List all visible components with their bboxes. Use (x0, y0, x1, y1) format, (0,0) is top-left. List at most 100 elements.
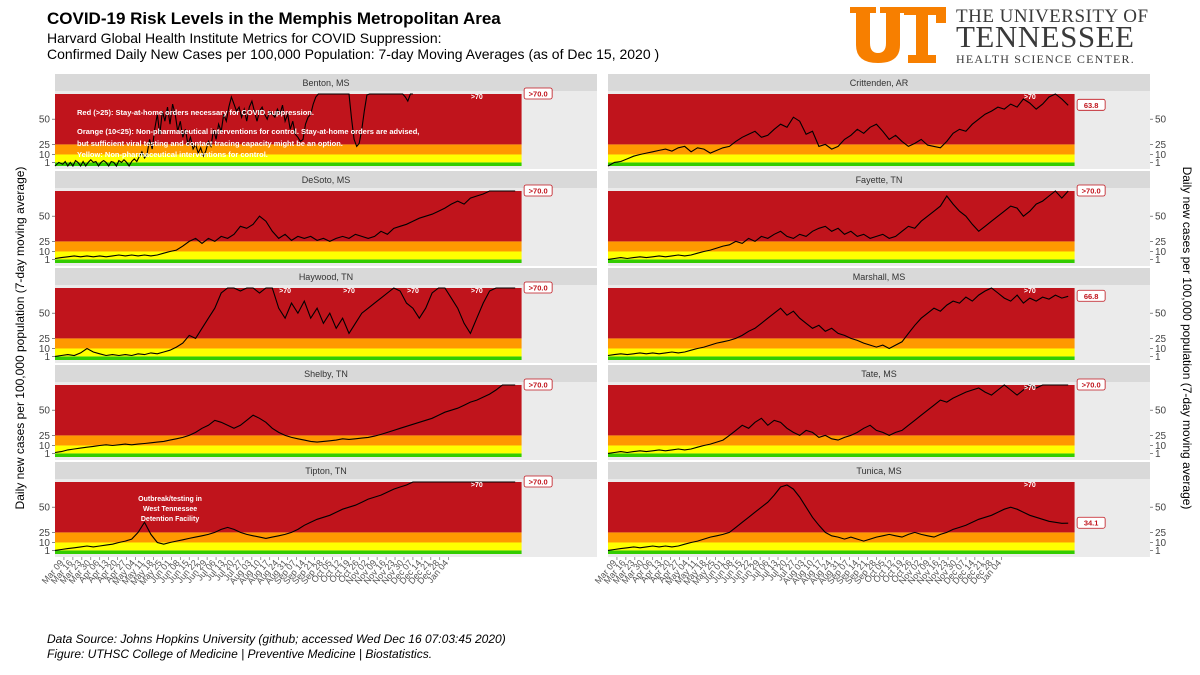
y-tick-label: 1 (44, 255, 50, 266)
risk-band-green-tunica-ms (608, 550, 1075, 554)
y-tick-label: 10 (1155, 538, 1167, 549)
current-value-label-benton-ms: >70.0 (529, 90, 548, 99)
cap-label-haywood-tn: >70 (343, 288, 355, 295)
risk-band-green-desoto-ms (55, 259, 522, 263)
risk-band-orange-haywood-tn (55, 338, 522, 349)
series-line-fayette-tn (607, 190, 1069, 260)
y-tick-label: 10 (39, 441, 51, 452)
chart-subtitle-line1: Harvard Global Health Institute Metrics … (47, 30, 442, 46)
risk-band-green-fayette-tn (608, 259, 1075, 263)
series-line-benton-ms (54, 93, 413, 168)
y-tick-label: 25 (1155, 528, 1167, 539)
y-tick-label: 25 (1155, 334, 1167, 345)
y-tick-label: 1 (44, 449, 50, 460)
data-source-note: Data Source: Johns Hopkins University (g… (47, 632, 506, 646)
y-tick-label: 50 (1155, 212, 1167, 223)
y-tick-label: 1 (44, 158, 50, 169)
y-tick-label: 10 (39, 150, 51, 161)
y-tick-label: 50 (39, 309, 51, 320)
panel-title-shelby-tn: Shelby, TN (304, 369, 348, 379)
risk-band-green-shelby-tn (55, 453, 522, 457)
risk-band-red-marshall-ms (608, 288, 1075, 339)
series-line-tunica-ms (607, 484, 1069, 551)
risk-band-red-haywood-tn (55, 288, 522, 339)
uthsc-logo: THE UNIVERSITY OF TENNESSEE HEALTH SCIEN… (848, 5, 1170, 66)
risk-band-green-tipton-tn (55, 550, 522, 554)
y-tick-label: 50 (39, 503, 51, 514)
risk-band-yellow-marshall-ms (608, 348, 1075, 357)
current-value-box-marshall-ms (1076, 289, 1106, 302)
chart-subtitle-line2: Confirmed Daily New Cases per 100,000 Po… (47, 46, 660, 62)
risk-band-yellow-fayette-tn (608, 251, 1075, 260)
panel-strip-benton-ms (55, 74, 597, 91)
risk-band-yellow-tate-ms (608, 445, 1075, 454)
current-value-box-fayette-tn (1076, 184, 1106, 197)
cap-label-marshall-ms: >70 (1024, 288, 1036, 295)
panel-annotation-line: Outbreak/testing in (138, 496, 202, 503)
risk-band-orange-benton-ms (55, 144, 522, 155)
risk-band-red-crittenden-ar (608, 94, 1075, 145)
risk-band-red-tunica-ms (608, 482, 1075, 533)
y-tick-label: 50 (1155, 406, 1167, 417)
risk-band-orange-desoto-ms (55, 241, 522, 252)
risk-band-red-desoto-ms (55, 191, 522, 242)
current-value-label-marshall-ms: 66.8 (1084, 292, 1099, 301)
series-line-marshall-ms (607, 287, 1069, 357)
y-tick-label: 1 (1155, 352, 1161, 363)
y-tick-label: 25 (1155, 431, 1167, 442)
risk-band-orange-fayette-tn (608, 241, 1075, 252)
y-tick-label: 1 (1155, 546, 1161, 557)
cap-label-crittenden-ar: >70 (1024, 94, 1036, 101)
legend-red-text: Red (>25): Stay-at-home orders necessary… (77, 108, 314, 117)
risk-band-yellow-tunica-ms (608, 542, 1075, 551)
risk-band-red-tate-ms (608, 385, 1075, 436)
y-tick-label: 1 (1155, 449, 1161, 460)
panel-title-tate-ms: Tate, MS (861, 369, 897, 379)
current-value-box-tunica-ms (1076, 516, 1106, 529)
panel-title-desoto-ms: DeSoto, MS (302, 175, 351, 185)
current-value-box-haywood-tn (523, 281, 553, 294)
panel-title-haywood-tn: Haywood, TN (299, 272, 353, 282)
panel-strip-fayette-tn (608, 171, 1150, 188)
cap-label-haywood-tn: >70 (471, 288, 483, 295)
y-tick-label: 10 (1155, 150, 1167, 161)
cap-label-tipton-tn: >70 (471, 482, 483, 489)
y-tick-label: 25 (1155, 140, 1167, 151)
current-value-label-desoto-ms: >70.0 (529, 187, 548, 196)
y-tick-label: 50 (39, 212, 51, 223)
y-tick-label: 50 (39, 115, 51, 126)
risk-band-yellow-benton-ms (55, 154, 522, 163)
figure-credit-note: Figure: UTHSC College of Medicine | Prev… (47, 647, 433, 661)
series-line-shelby-tn (54, 384, 516, 454)
risk-band-orange-marshall-ms (608, 338, 1075, 349)
logo-line2: TENNESSEE (956, 19, 1135, 54)
y-tick-label: 10 (39, 538, 51, 549)
y-tick-label: 10 (1155, 247, 1167, 258)
legend-orange-text-line1: Orange (10<25): Non-pharmaceutical inter… (77, 127, 419, 136)
risk-band-yellow-crittenden-ar (608, 154, 1075, 163)
current-value-label-shelby-tn: >70.0 (529, 381, 548, 390)
y-axis-label-left: Daily new cases per 100,000 population (… (13, 167, 27, 510)
y-tick-label: 25 (39, 334, 51, 345)
logo-line3: HEALTH SCIENCE CENTER. (956, 52, 1135, 66)
risk-band-red-fayette-tn (608, 191, 1075, 242)
y-tick-label: 1 (44, 352, 50, 363)
ut-logo-mark-icon (850, 7, 946, 63)
y-tick-label: 10 (1155, 344, 1167, 355)
y-tick-label: 1 (1155, 255, 1161, 266)
series-line-tipton-tn (54, 481, 516, 551)
y-tick-label: 50 (1155, 503, 1167, 514)
risk-band-orange-crittenden-ar (608, 144, 1075, 155)
chart-title: COVID-19 Risk Levels in the Memphis Metr… (47, 9, 501, 28)
panel-strip-shelby-tn (55, 365, 597, 382)
risk-band-yellow-haywood-tn (55, 348, 522, 357)
risk-band-orange-tunica-ms (608, 532, 1075, 543)
current-value-box-desoto-ms (523, 184, 553, 197)
risk-band-green-haywood-tn (55, 356, 522, 360)
risk-band-green-marshall-ms (608, 356, 1075, 360)
current-value-box-benton-ms (523, 87, 553, 100)
panel-title-marshall-ms: Marshall, MS (853, 272, 906, 282)
panel-strip-tunica-ms (608, 462, 1150, 479)
current-value-box-crittenden-ar (1076, 98, 1106, 111)
